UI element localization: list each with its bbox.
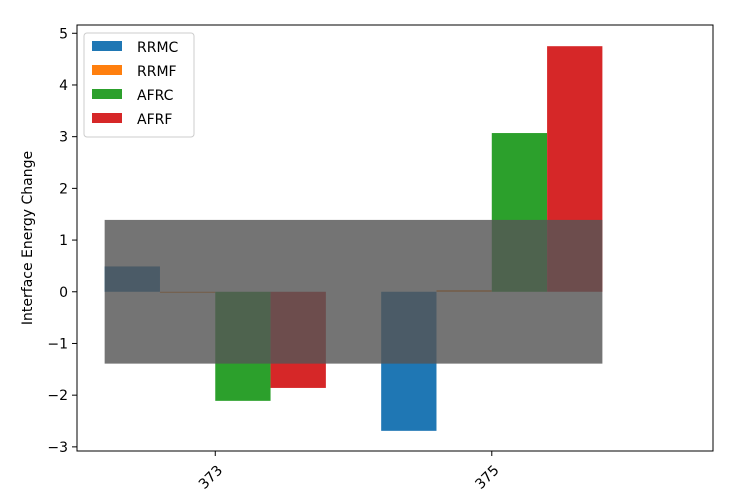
- y-tick-label: −1: [47, 336, 68, 352]
- x-tick-label: 373: [196, 463, 226, 493]
- legend-label-afrc: AFRC: [137, 88, 174, 104]
- legend-swatch-rrmf: [92, 65, 122, 75]
- legend-label-rrmf: RRMF: [137, 64, 177, 80]
- y-tick-label: 3: [59, 130, 68, 146]
- shaded-band-layer: [104, 219, 603, 364]
- legend-swatch-afrc: [92, 89, 122, 99]
- shaded-band: [104, 219, 603, 364]
- legend: RRMC RRMF AFRC AFRF: [83, 32, 195, 138]
- y-axis: −3 −2 −1 0 1 2 3 4 5: [47, 26, 77, 456]
- y-tick-label: 4: [59, 78, 68, 94]
- y-tick-label: 5: [59, 26, 68, 42]
- y-tick-label: 2: [59, 181, 68, 197]
- legend-swatch-rrmc: [92, 41, 122, 51]
- x-tick-label: 375: [472, 463, 502, 493]
- legend-swatch-afrf: [92, 113, 122, 123]
- y-tick-label: −2: [47, 388, 68, 404]
- legend-label-rrmc: RRMC: [137, 40, 179, 56]
- legend-label-afrf: AFRF: [137, 112, 172, 128]
- plot-frame: [76, 24, 714, 452]
- y-tick-label: 0: [59, 285, 68, 301]
- y-tick-label: −3: [47, 440, 68, 456]
- x-axis: 373 375: [196, 451, 503, 493]
- legend-box: [83, 32, 195, 138]
- y-axis-label: Interface Energy Change: [20, 151, 36, 325]
- y-tick-label: 1: [59, 233, 68, 249]
